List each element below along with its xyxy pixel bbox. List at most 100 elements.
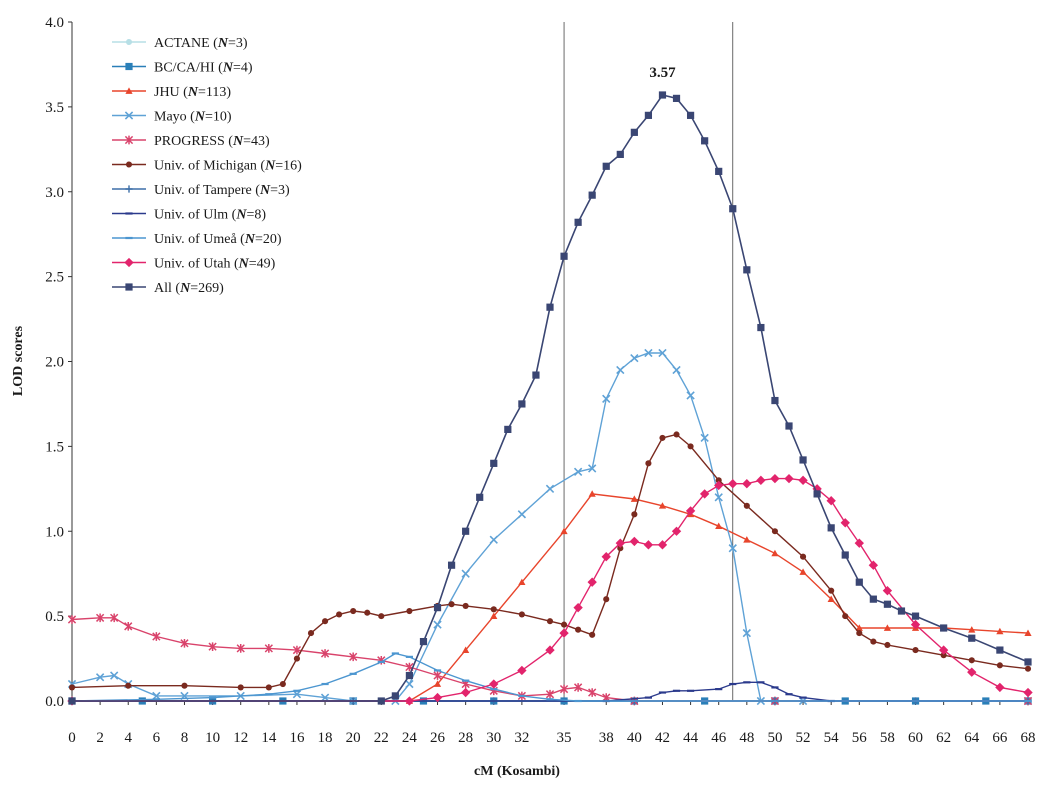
data-point [1024,665,1032,672]
legend-label: BC/CA/HI (N=4) [154,61,253,76]
data-point [938,645,949,655]
legend-label-count: =113) [198,85,231,100]
legend-item: JHU (N=113) [112,85,231,100]
data-point [237,684,244,691]
data-point [742,628,751,638]
data-point [587,577,597,587]
data-point [152,632,161,641]
legend-label-text: Mayo ( [154,110,195,125]
data-point [489,535,498,544]
data-point [95,673,105,682]
data-point [588,191,596,199]
data-point [996,662,1003,669]
legend-label: All (N=269) [154,281,224,296]
data-point [560,252,568,260]
legend-label: ACTANE (N=3) [154,36,248,51]
data-point [658,91,667,99]
legend-label: Univ. of Utah (N=49) [154,257,276,272]
x-tick-label: 24 [402,730,418,746]
legend-item: PROGRESS (N=43) [112,134,270,149]
x-tick-label: 12 [233,730,248,746]
data-point [349,652,358,662]
data-point [405,679,414,689]
data-point [967,667,977,677]
series-2 [68,490,1032,704]
x-tick-label: 26 [430,730,446,746]
x-tick-label: 40 [627,730,642,746]
data-point [771,549,779,557]
data-point [208,642,217,651]
legend-swatch-marker [125,62,133,71]
data-point [602,162,610,170]
data-point [687,443,694,450]
data-point [236,644,245,653]
data-point [532,371,540,379]
data-point [364,609,371,616]
data-point [799,456,807,464]
x-tick-label: 50 [767,730,782,746]
legend-label-text: Univ. of Michigan ( [154,159,265,174]
data-point [406,607,413,615]
legend-item: ACTANE (N=3) [112,36,248,51]
legend-label-count: =43) [243,134,270,149]
x-tick-label: 42 [655,730,670,746]
data-point [517,510,527,519]
data-point [490,459,498,467]
x-tick-label: 46 [711,730,727,746]
data-point [95,613,105,623]
data-point [771,528,779,535]
data-point [433,620,442,629]
legend-label-n: N [179,281,191,296]
data-point [756,475,766,486]
data-point [757,323,765,332]
data-point [545,645,555,655]
x-tick-label: 68 [1021,730,1036,746]
data-point [447,561,456,569]
legend: ACTANE (N=3) BC/CA/HI (N=4) JHU (N=113) May… [112,36,302,296]
data-point [869,595,877,603]
x-tick-label: 58 [880,730,895,746]
data-point [910,619,921,630]
data-point [518,400,526,408]
data-point [433,671,442,680]
data-point [517,665,527,676]
data-point [841,551,849,559]
data-point [110,613,119,623]
data-point [490,612,498,620]
data-point [671,526,682,536]
legend-item: Univ. of Umeå (N=20) [112,232,282,247]
legend-label-count: =8) [246,208,266,223]
y-tick-label: 0.0 [45,694,64,710]
data-point [897,607,906,615]
x-tick-label: 54 [824,730,840,746]
legend-item: Univ. of Utah (N=49) [112,257,276,272]
x-tick-label: 28 [458,730,473,746]
data-point [125,682,132,689]
data-point [701,137,709,145]
data-point [827,524,835,532]
data-point [462,527,470,535]
data-point [616,150,624,159]
data-point [743,266,751,274]
data-point [601,552,611,562]
data-point [518,578,526,586]
x-axis-title: cM (Kosambi) [474,764,560,779]
data-point [631,511,638,518]
data-point [912,647,919,654]
x-tick-label: 14 [261,730,277,746]
x-tick-label: 48 [739,730,754,746]
data-point [321,618,329,625]
y-tick-label: 1.0 [45,524,64,540]
legend-swatch-marker [125,161,133,168]
data-point [770,473,780,484]
data-point [545,689,555,699]
data-point [462,646,470,653]
data-point [630,128,638,136]
series-3 [67,348,1033,706]
legend-label-n: N [217,36,229,51]
legend-label-n: N [222,61,234,76]
y-tick-label: 1.5 [45,439,64,455]
data-point [1024,629,1032,636]
data-point [573,683,583,692]
series-9 [67,473,1033,706]
